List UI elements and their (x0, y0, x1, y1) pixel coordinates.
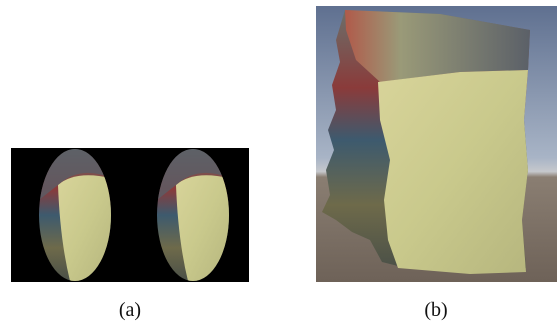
panel-b (316, 6, 557, 282)
figure: (a) (b) (0, 0, 560, 327)
reconstruction-front (378, 70, 528, 274)
lens-view (39, 149, 111, 281)
panel-a (11, 148, 249, 282)
caption: (b) (424, 299, 447, 321)
lens-view (157, 149, 229, 281)
caption: (a) (119, 299, 141, 321)
